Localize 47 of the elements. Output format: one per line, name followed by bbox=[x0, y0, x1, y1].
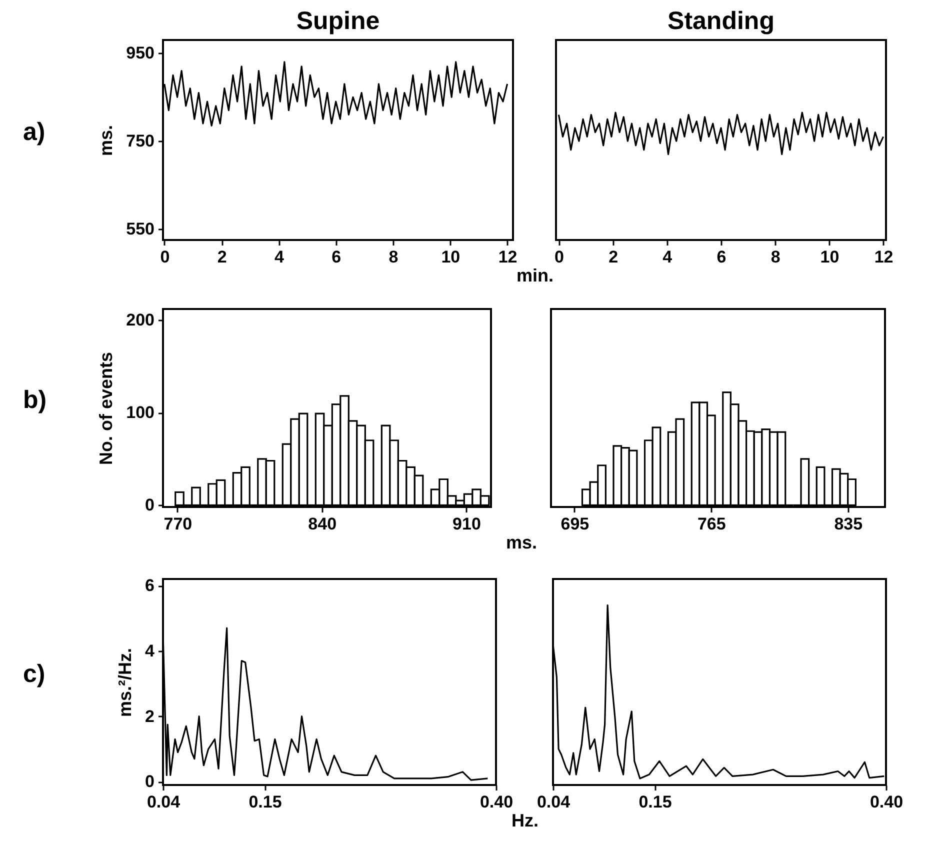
x-axis-title: ms. bbox=[506, 532, 538, 552]
y-tick-label: 950 bbox=[126, 44, 154, 63]
x-tick-label: 910 bbox=[452, 514, 481, 534]
x-tick-label: 0.40 bbox=[870, 792, 904, 812]
x-axis-title: min. bbox=[516, 266, 554, 286]
x-tick-label: 840 bbox=[308, 514, 337, 534]
x-tick-label: 695 bbox=[560, 514, 590, 534]
x-tick-label: 12 bbox=[874, 248, 894, 266]
text: c) bbox=[23, 660, 46, 688]
y-axis-title: ms. bbox=[96, 124, 116, 156]
y-tick-label: 0 bbox=[145, 496, 154, 515]
x-tick-label: 6 bbox=[716, 248, 726, 266]
y-tick-label: 0 bbox=[145, 772, 154, 792]
x-tick-label: 0.15 bbox=[248, 792, 282, 812]
y-tick-label: 2 bbox=[145, 706, 154, 726]
y-axis-title: No. of events bbox=[96, 352, 116, 466]
x-tick-label: 835 bbox=[834, 514, 863, 534]
x-tick-label: 0.04 bbox=[146, 792, 181, 812]
x-tick-label: 4 bbox=[274, 248, 284, 266]
text: b) bbox=[23, 386, 47, 414]
y-tick-label: 100 bbox=[126, 403, 154, 422]
chart-title: Standing bbox=[668, 7, 774, 35]
x-tick-label: 10 bbox=[441, 248, 460, 266]
x-tick-label: 2 bbox=[608, 248, 618, 266]
x-tick-label: 770 bbox=[164, 514, 192, 534]
y-tick-label: 6 bbox=[145, 576, 154, 596]
x-tick-label: 0 bbox=[160, 248, 170, 266]
y-axis-title: ms.²/Hz. bbox=[115, 648, 136, 718]
y-tick-label: 4 bbox=[145, 641, 156, 660]
x-tick-label: 0.40 bbox=[480, 792, 514, 812]
x-tick-label: 0 bbox=[554, 248, 564, 266]
y-tick-label: 750 bbox=[126, 132, 154, 151]
x-tick-label: 0.15 bbox=[638, 792, 672, 812]
chart-title: Supine bbox=[296, 7, 380, 35]
text: a) bbox=[23, 118, 46, 146]
x-tick-label: 0.04 bbox=[536, 792, 571, 812]
x-tick-label: 8 bbox=[388, 248, 398, 266]
y-tick-label: 550 bbox=[126, 220, 154, 239]
x-tick-label: 12 bbox=[498, 248, 518, 266]
y-tick-label: 200 bbox=[126, 310, 154, 330]
x-tick-label: 765 bbox=[697, 514, 726, 534]
x-tick-label: 6 bbox=[332, 248, 342, 266]
x-tick-label: 10 bbox=[820, 248, 840, 266]
x-axis-title: Hz. bbox=[512, 810, 538, 830]
x-tick-label: 4 bbox=[662, 248, 673, 266]
x-tick-label: 8 bbox=[770, 248, 780, 266]
x-tick-label: 2 bbox=[217, 248, 227, 266]
